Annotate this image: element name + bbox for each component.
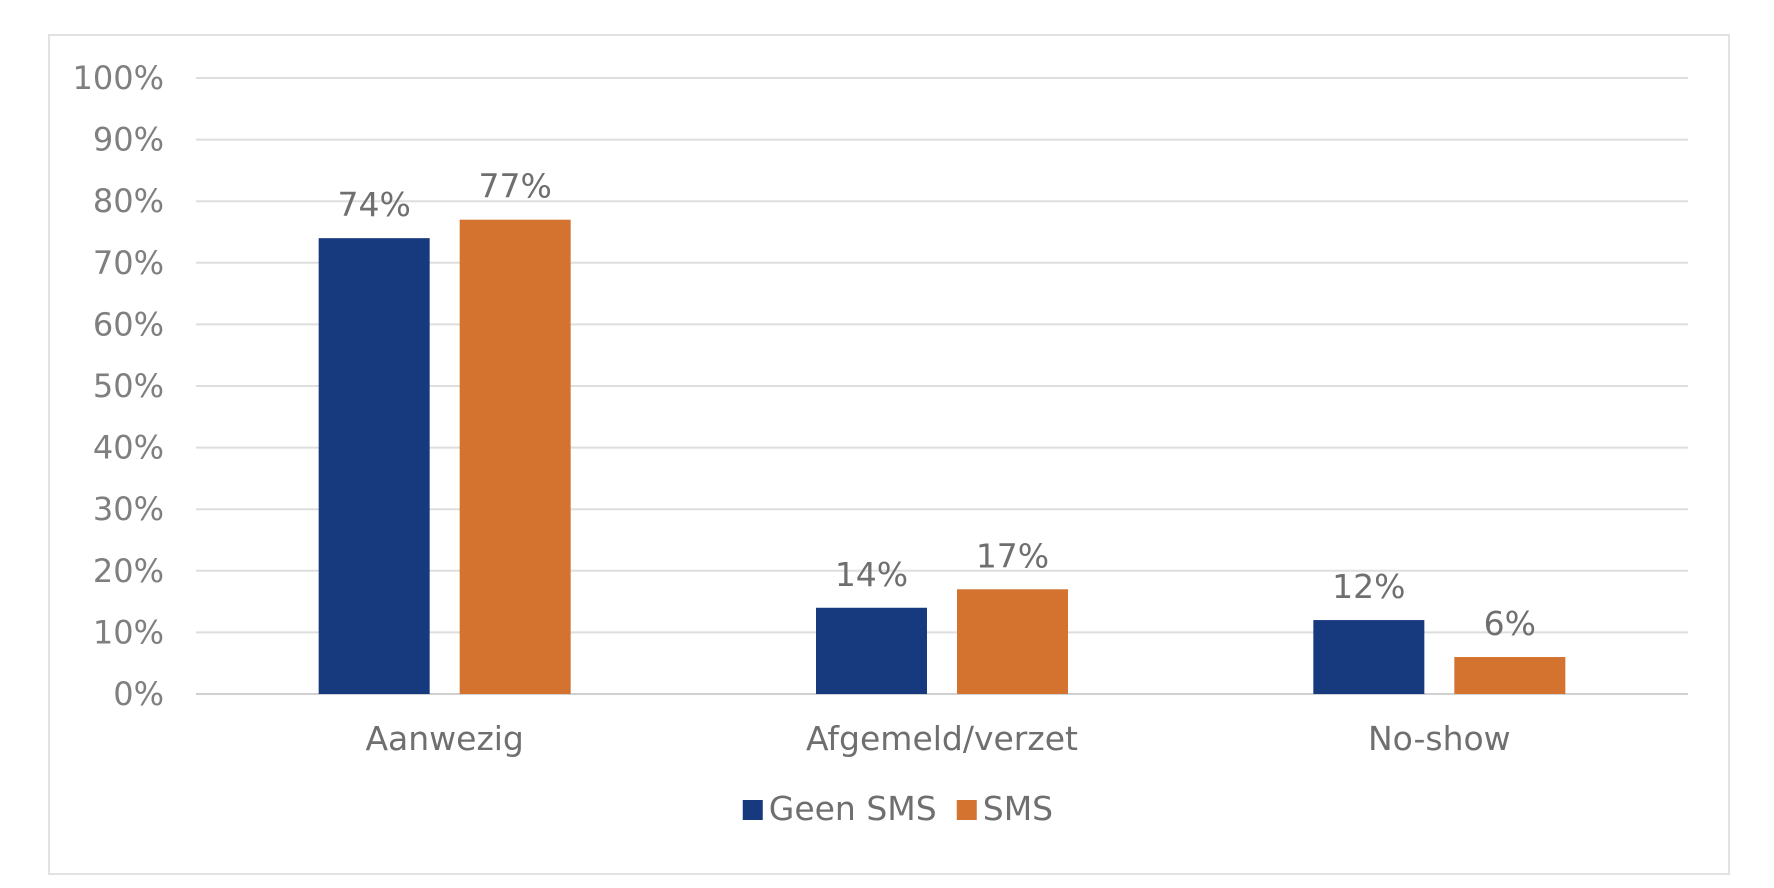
y-tick-label: 100% [73,59,164,97]
x-category-label: Afgemeld/verzet [806,719,1078,758]
bar-afgemeld-verzet-sms [957,589,1068,694]
data-label: 77% [478,167,551,206]
y-tick-label: 40% [93,429,164,467]
legend-swatch-sms [956,800,977,820]
y-tick-label: 50% [93,367,164,405]
y-tick-label: 20% [93,552,164,590]
gridlines [196,77,1688,695]
data-label: 74% [337,185,410,224]
y-tick-label: 30% [93,490,164,528]
bar-no-show-geen-sms [1313,620,1425,694]
y-tick-label: 10% [93,613,164,651]
legend: Geen SMS SMS [742,789,1053,828]
legend-label: Geen SMS [769,789,937,828]
x-axis-categories: Aanwezig Afgemeld/verzet No-show [365,719,1510,758]
legend-label: SMS [983,789,1053,828]
bars [318,219,1566,694]
y-tick-label: 60% [93,305,164,343]
bar-no-show-sms [1454,657,1566,694]
data-label: 14% [835,555,908,594]
y-axis-ticks: 0% 10% 20% 30% 40% 50% 60% 70% 80% 90% 100% [73,59,164,713]
data-label: 17% [976,536,1049,575]
y-tick-label: 80% [93,182,164,220]
bar-aanwezig-geen-sms [318,238,430,694]
bar-aanwezig-sms [459,219,571,694]
x-category-label: Aanwezig [365,719,523,758]
x-category-label: No-show [1368,719,1511,758]
legend-swatch-geen-sms [742,800,763,820]
y-tick-label: 90% [93,121,164,159]
bar-afgemeld-verzet-geen-sms [816,607,927,694]
y-tick-label: 0% [113,675,164,713]
data-label: 12% [1332,567,1405,606]
data-label: 6% [1484,604,1536,643]
data-labels: 74% 77% 14% 17% 12% 6% [337,167,1536,643]
y-tick-label: 70% [93,244,164,282]
